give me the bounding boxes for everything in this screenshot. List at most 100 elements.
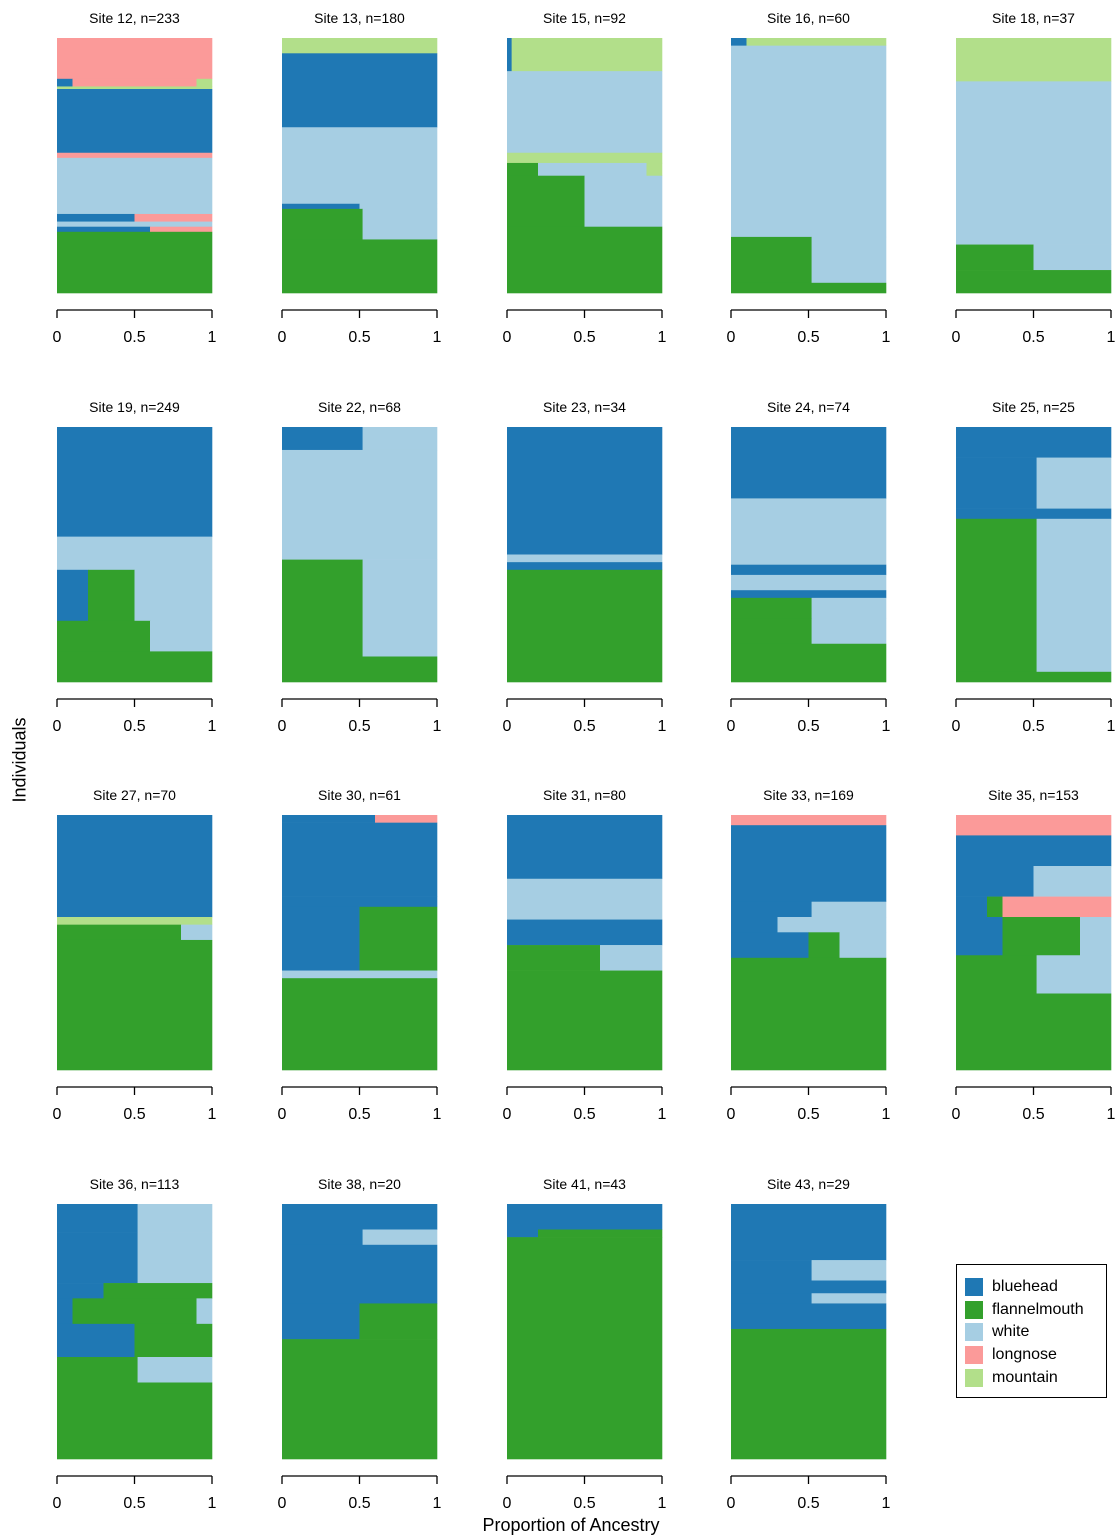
ancestry-bar-flannelmouth bbox=[282, 656, 438, 683]
x-tick-label: 1 bbox=[433, 1106, 442, 1123]
ancestry-bar-bluehead bbox=[282, 822, 438, 897]
ancestry-bar-flannelmouth bbox=[282, 208, 363, 240]
ancestry-bar-white bbox=[1080, 917, 1112, 956]
ancestry-bar-white bbox=[282, 127, 438, 205]
panel-title: Site 38, n=20 bbox=[318, 1176, 401, 1192]
ancestry-bar-flannelmouth bbox=[57, 924, 182, 941]
x-tick-label: 0.5 bbox=[123, 329, 145, 346]
x-tick-label: 1 bbox=[658, 1106, 667, 1123]
ancestry-bar-longnose bbox=[731, 815, 887, 826]
panel-plot: 0 0.5 1 bbox=[952, 427, 1116, 735]
legend-label: mountain bbox=[992, 1368, 1058, 1386]
panel-plot: 0 0.5 1 bbox=[53, 38, 217, 346]
ancestry-bar-mountain bbox=[57, 86, 213, 90]
panel-plot: 0 0.5 1 bbox=[503, 1204, 667, 1512]
ancestry-bar-mountain bbox=[507, 152, 663, 164]
ancestry-bar-flannelmouth bbox=[134, 1323, 213, 1358]
legend-swatch bbox=[965, 1368, 983, 1387]
x-tick-label: 0 bbox=[53, 329, 62, 346]
panel-plot: 0 0.5 1 bbox=[727, 1204, 891, 1512]
ancestry-bar-flannelmouth bbox=[507, 945, 601, 971]
ancestry-bar-bluehead bbox=[57, 1204, 138, 1233]
ancestry-bar-bluehead bbox=[57, 89, 213, 154]
ancestry-bar-flannelmouth bbox=[956, 671, 1112, 683]
site-panel: Site 23, n=34 0 0.5 1 bbox=[503, 399, 692, 744]
ancestry-bar-bluehead bbox=[282, 1303, 360, 1340]
x-tick-label: 0.5 bbox=[573, 718, 595, 735]
x-tick-label: 1 bbox=[1107, 1106, 1116, 1123]
panel-plot: 0 0.5 1 bbox=[53, 427, 217, 735]
ancestry-bar-flannelmouth bbox=[359, 906, 438, 971]
panel-plot: 0 0.5 1 bbox=[53, 815, 217, 1123]
ancestry-bar-white bbox=[811, 1293, 887, 1304]
ancestry-bar-white bbox=[731, 498, 887, 565]
ancestry-bar-white bbox=[362, 427, 438, 451]
legend-item: mountain bbox=[965, 1366, 1106, 1389]
x-tick-label: 0 bbox=[952, 329, 961, 346]
ancestry-bar-longnose bbox=[956, 815, 1112, 836]
ancestry-bar-bluehead bbox=[57, 569, 89, 622]
x-tick-label: 0.5 bbox=[123, 718, 145, 735]
ancestry-bar-flannelmouth bbox=[808, 932, 840, 959]
ancestry-bar-bluehead bbox=[282, 896, 438, 908]
ancestry-bar-flannelmouth bbox=[282, 1339, 438, 1460]
panel-title: Site 25, n=25 bbox=[992, 399, 1075, 415]
x-tick-label: 0.5 bbox=[1022, 718, 1044, 735]
legend-label: flannelmouth bbox=[992, 1300, 1084, 1318]
ancestry-bar-bluehead bbox=[731, 1293, 812, 1304]
x-tick-label: 0.5 bbox=[573, 1106, 595, 1123]
x-tick-label: 0 bbox=[278, 1495, 287, 1512]
panel-plot: 0 0.5 1 bbox=[278, 1204, 442, 1512]
x-tick-label: 0.5 bbox=[123, 1106, 145, 1123]
panel-title: Site 31, n=80 bbox=[543, 787, 626, 803]
ancestry-bar-bluehead bbox=[282, 427, 363, 451]
ancestry-bar-white bbox=[731, 45, 887, 238]
ancestry-bar-white bbox=[57, 157, 213, 215]
x-tick-label: 0.5 bbox=[348, 1495, 370, 1512]
legend-swatch bbox=[965, 1346, 983, 1365]
site-panel: Site 12, n=233 0 0.5 1 bbox=[53, 10, 242, 355]
x-tick-label: 1 bbox=[433, 718, 442, 735]
x-tick-label: 0.5 bbox=[348, 1106, 370, 1123]
ancestry-bar-white bbox=[181, 924, 213, 941]
ancestry-bar-flannelmouth bbox=[731, 957, 887, 1071]
panel-title: Site 12, n=233 bbox=[89, 10, 180, 26]
x-tick-label: 0.5 bbox=[797, 329, 819, 346]
site-panel: Site 43, n=29 0 0.5 1 bbox=[727, 1176, 916, 1521]
x-tick-label: 0.5 bbox=[573, 329, 595, 346]
site-panel: Site 15, n=92 0 0.5 1 bbox=[503, 10, 692, 355]
x-tick-label: 0 bbox=[503, 1106, 512, 1123]
ancestry-bar-longnose bbox=[57, 38, 213, 80]
ancestry-bar-flannelmouth bbox=[507, 1237, 663, 1460]
x-tick-label: 1 bbox=[882, 1106, 891, 1123]
site-panel: Site 38, n=20 0 0.5 1 bbox=[278, 1176, 467, 1521]
x-tick-label: 0.5 bbox=[1022, 329, 1044, 346]
ancestry-bar-white bbox=[137, 1357, 213, 1383]
ancestry-bar-flannelmouth bbox=[57, 231, 213, 294]
ancestry-bar-bluehead bbox=[731, 901, 812, 918]
ancestry-bar-white bbox=[811, 236, 887, 284]
ancestry-bar-white bbox=[777, 917, 887, 933]
ancestry-bar-white bbox=[507, 554, 663, 563]
ancestry-bar-flannelmouth bbox=[282, 978, 438, 1071]
ancestry-bar-bluehead bbox=[731, 1204, 887, 1261]
ancestry-bar-flannelmouth bbox=[57, 939, 213, 1071]
ancestry-bar-bluehead bbox=[956, 835, 1112, 867]
ancestry-bar-white bbox=[811, 901, 887, 918]
x-tick-label: 0 bbox=[952, 718, 961, 735]
panel-title: Site 19, n=249 bbox=[89, 399, 180, 415]
ancestry-bar-bluehead bbox=[57, 78, 73, 87]
ancestry-bar-bluehead bbox=[731, 427, 887, 499]
ancestry-bar-flannelmouth bbox=[507, 226, 663, 294]
x-tick-label: 0 bbox=[727, 329, 736, 346]
x-tick-label: 1 bbox=[882, 1495, 891, 1512]
panel-title: Site 13, n=180 bbox=[314, 10, 405, 26]
x-tick-label: 0.5 bbox=[348, 329, 370, 346]
ancestry-bar-white bbox=[1036, 518, 1112, 673]
x-tick-label: 0 bbox=[53, 1106, 62, 1123]
ancestry-bar-white bbox=[196, 1298, 213, 1325]
ancestry-bar-white bbox=[362, 559, 438, 657]
site-panel: Site 19, n=249 0 0.5 1 bbox=[53, 399, 242, 744]
x-tick-label: 0 bbox=[53, 718, 62, 735]
x-tick-label: 1 bbox=[208, 1495, 217, 1512]
